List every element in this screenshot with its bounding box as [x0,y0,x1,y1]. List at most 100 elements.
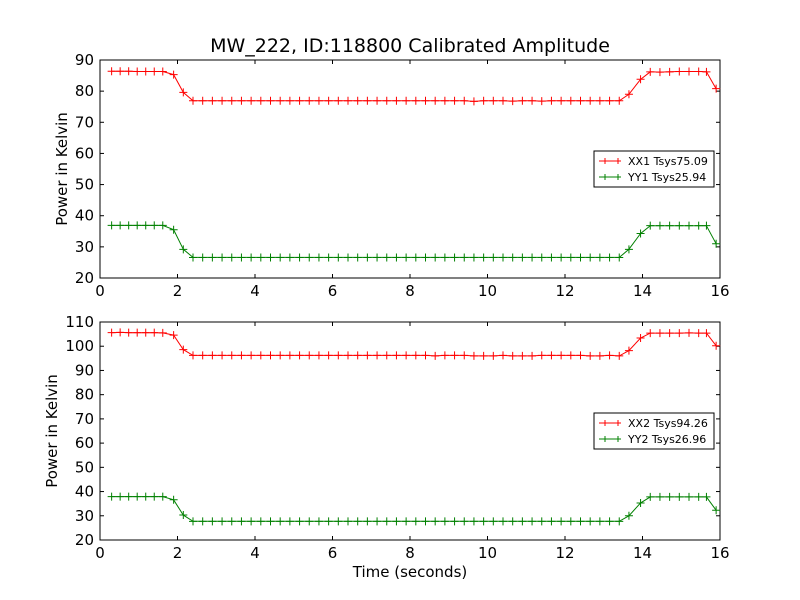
data-point-marker [586,351,595,360]
data-point-marker [489,517,498,526]
data-point-marker [440,351,449,360]
data-point-marker [685,492,693,501]
data-point-marker [646,221,655,230]
data-point-marker [344,517,352,526]
data-point-marker [363,253,372,262]
data-point-marker [665,67,674,76]
data-point-marker [508,253,517,262]
data-point-marker [547,253,556,262]
data-point-marker [646,329,655,338]
x-tick-label: 4 [250,282,260,300]
data-point-marker [247,253,256,262]
data-point-marker [528,351,537,360]
data-point-marker [421,517,430,526]
data-point-marker [227,517,236,526]
data-point-marker [208,253,217,262]
data-point-marker [353,517,362,526]
data-point-marker [116,328,125,337]
data-point-marker [218,96,227,105]
data-point-marker [150,492,159,501]
data-point-marker [276,253,285,262]
data-point-marker [460,351,469,360]
data-point-marker [624,511,633,520]
x-tick-label: 14 [633,282,652,300]
data-point-marker [528,96,537,105]
data-point-marker [557,96,566,105]
data-point-marker [276,351,285,360]
data-point-marker [334,351,343,360]
data-point-marker [566,517,575,526]
data-point-marker [382,517,391,526]
data-point-marker [295,253,304,262]
legend-marker [602,436,621,442]
data-point-marker [324,96,333,105]
data-point-marker [537,351,546,360]
series-line-2 [111,496,717,522]
data-point-marker [169,495,178,504]
data-point-marker [266,253,275,262]
legend-box [593,412,715,450]
data-point-marker [431,517,440,526]
data-point-marker [314,253,323,262]
data-point-marker [508,97,517,106]
data-point-marker [537,97,546,106]
x-tick-label: 8 [405,282,415,300]
y-tick-label: 110 [65,313,94,331]
data-point-marker [382,351,391,360]
data-point-marker [314,517,323,526]
data-point-marker [189,96,197,105]
data-point-marker [247,517,256,526]
data-point-marker [646,67,655,76]
data-point-marker [440,96,449,105]
data-point-marker [107,328,116,337]
data-point-marker [373,96,382,105]
legend: XX2 Tsys94.26 YY2 Tsys26.96 [593,412,715,450]
data-point-marker [518,96,527,105]
data-point-marker [528,517,537,526]
data-point-marker [605,351,614,360]
data-point-marker [605,517,614,526]
data-point-marker [547,517,556,526]
x-tick-label: 6 [328,544,338,562]
data-point-marker [334,96,343,105]
x-tick-label: 12 [555,544,574,562]
data-point-marker [402,96,411,105]
data-point-marker [675,221,684,230]
data-point-marker [285,517,294,526]
data-point-marker [198,96,207,105]
data-point-marker [675,492,684,501]
data-point-marker [411,96,420,105]
data-point-marker [712,506,721,515]
data-point-marker [382,253,391,262]
data-point-marker [694,329,703,338]
data-point-marker [411,253,420,262]
data-point-marker [227,96,236,105]
data-point-marker [227,253,236,262]
data-point-marker [344,351,352,360]
data-point-marker [646,492,655,501]
data-point-marker [295,96,304,105]
y-tick-label: 60 [75,434,94,452]
data-point-marker [665,492,674,501]
data-point-marker [576,351,585,360]
data-point-marker [158,328,167,337]
data-point-marker [537,517,546,526]
data-point-marker [363,351,372,360]
data-point-marker [314,96,323,105]
top-subplot: 0 2 4 6 8 10 12 14 16 20 30 40 50 60 70 80 90 Power in Ke… [53,51,730,300]
data-point-marker [218,517,227,526]
data-point-marker [285,96,294,105]
y-tick-label: 50 [75,176,94,194]
y-tick-label: 30 [75,507,94,525]
data-point-marker [107,67,116,76]
y-tick-label: 40 [75,207,94,225]
data-point-marker [169,70,178,79]
data-point-marker [295,517,304,526]
data-point-marker [116,492,125,501]
data-point-marker [431,96,440,105]
data-point-marker [595,96,604,105]
legend-label: YY1 Tsys25.94 [627,171,706,184]
data-point-marker [655,68,664,77]
data-point-marker [305,517,314,526]
data-point-marker [702,221,711,230]
